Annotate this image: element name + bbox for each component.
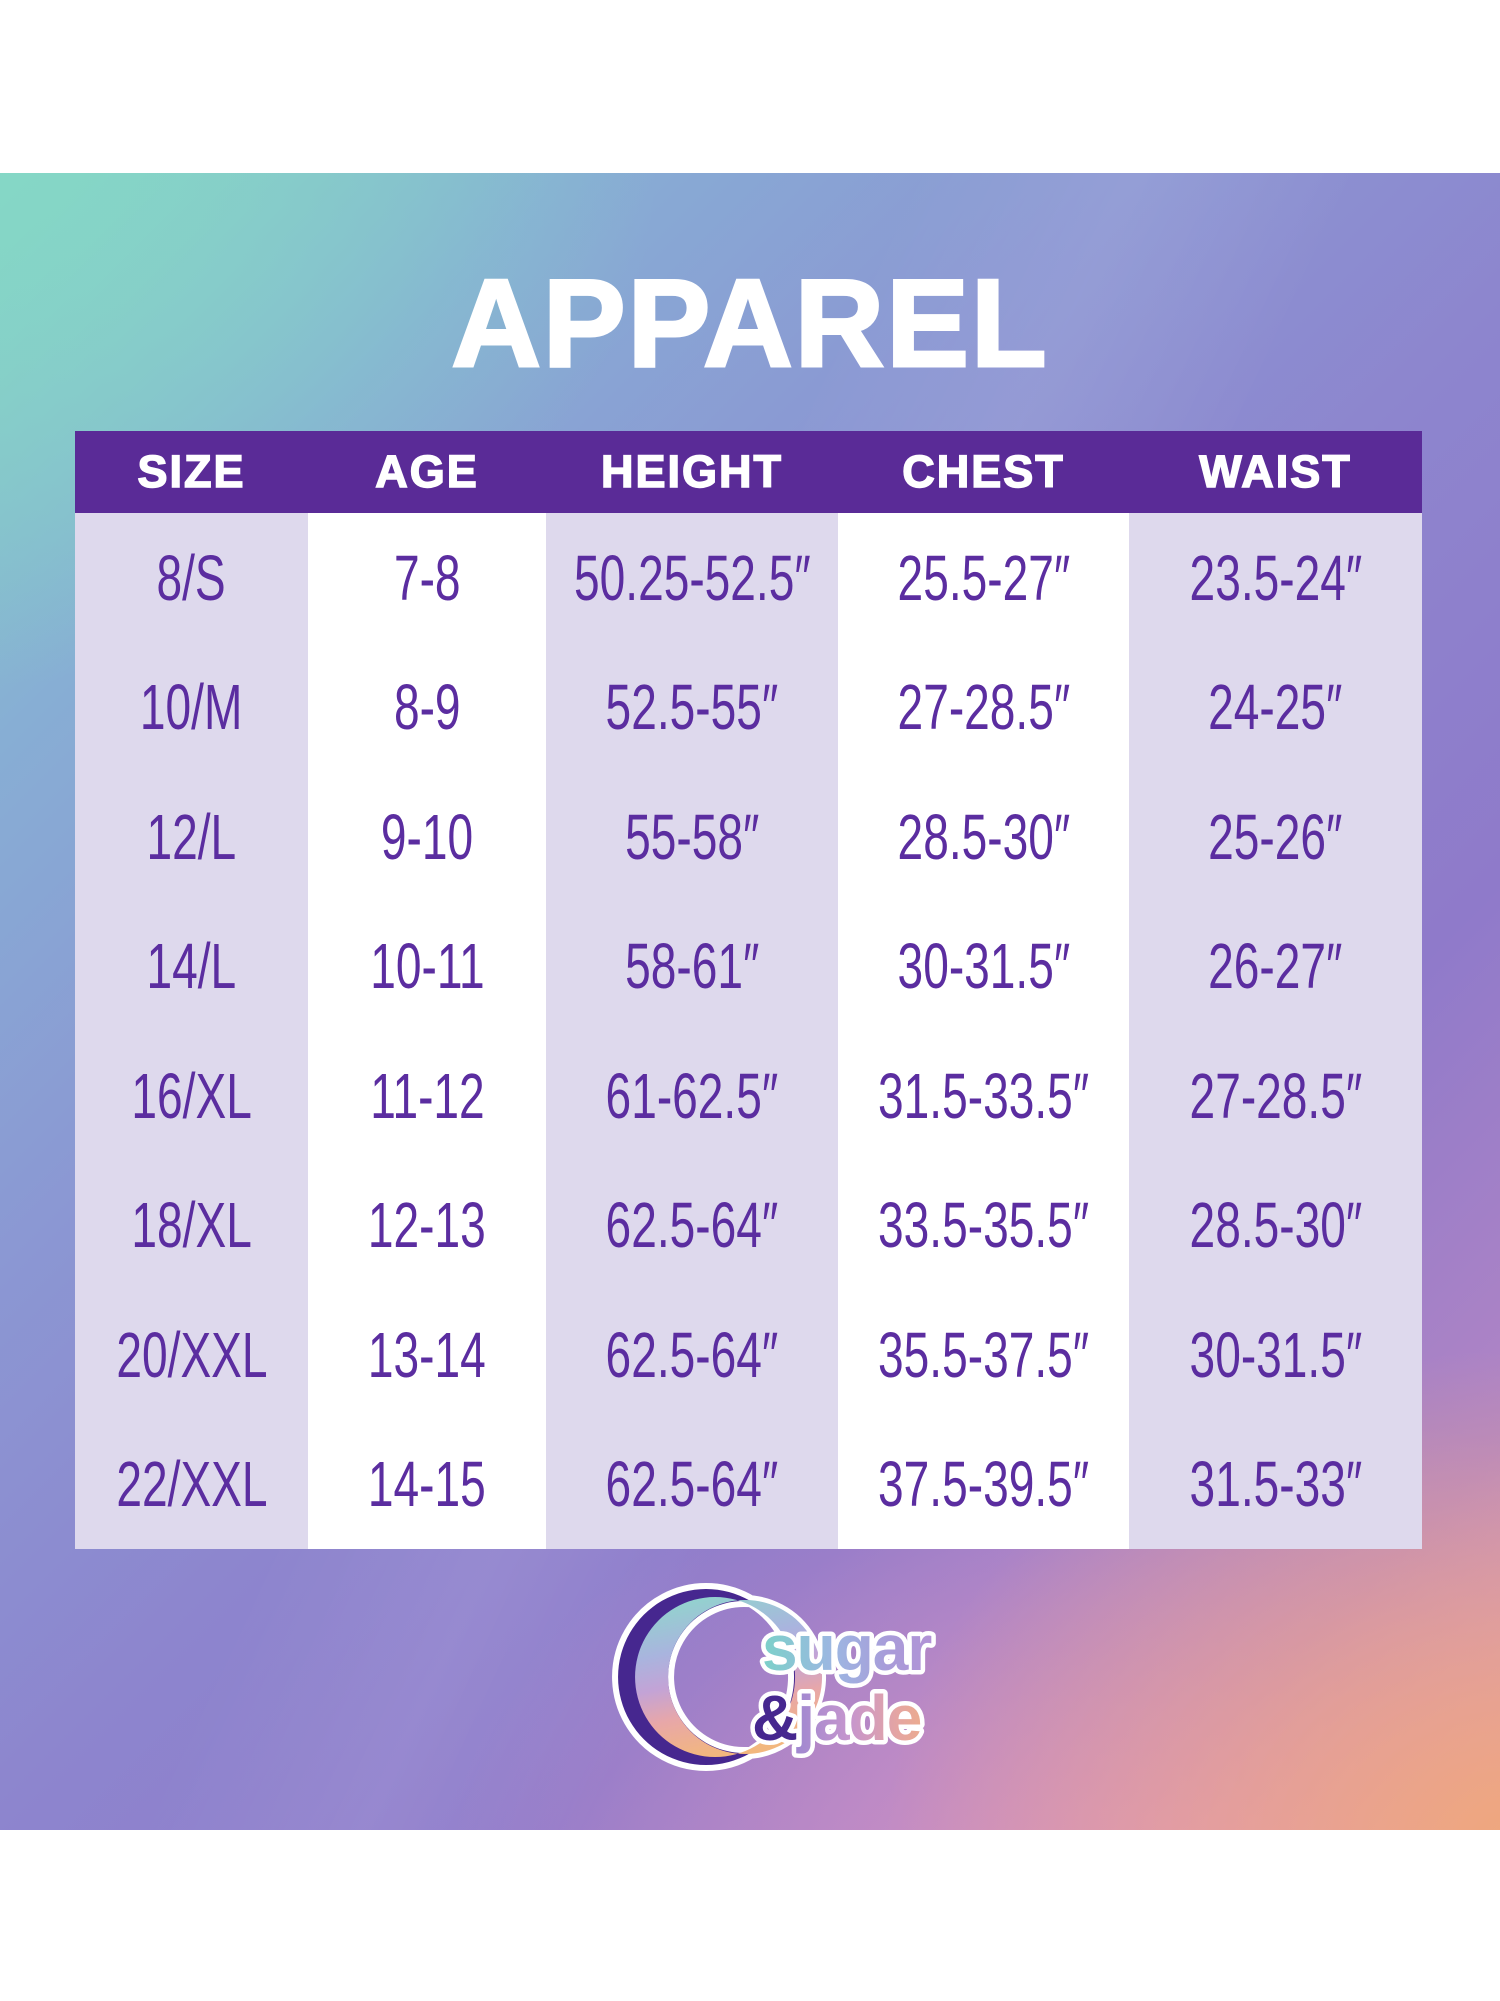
table-cell-value: 10/M: [140, 671, 243, 744]
table-cell-value: 27-28.5″: [897, 671, 1070, 744]
table-cell: 27-28.5″: [838, 642, 1129, 772]
table-cell-value: 28.5-30″: [897, 800, 1070, 873]
table-cell: 14/L: [75, 901, 308, 1031]
brand-logo-graphic: sugar &jade: [612, 1583, 937, 1771]
table-cell-value: 31.5-33.5″: [877, 1059, 1090, 1132]
table-cell: 7-8: [308, 513, 546, 643]
table-cell-value: 62.5-64″: [605, 1189, 779, 1262]
table-cell: 30-31.5″: [838, 901, 1129, 1031]
column-header-chest: CHEST: [901, 445, 1065, 498]
table-cell: 16/XL: [75, 1031, 308, 1161]
table-cell: 12-13: [308, 1160, 546, 1290]
column-header-size: SIZE: [137, 445, 246, 498]
table-cell: 10-11: [308, 901, 546, 1031]
table-cell: 50.25-52.5″: [546, 513, 838, 643]
table-cell: 61-62.5″: [546, 1031, 838, 1161]
table-cell-value: 22/XXL: [115, 1448, 268, 1521]
table-cell-value: 58-61″: [624, 930, 760, 1003]
table-cell: 58-61″: [546, 901, 838, 1031]
crescent-moon-icon: [612, 1583, 826, 1771]
table-cell: 8/S: [75, 513, 308, 643]
table-cell-value: 9-10: [380, 800, 474, 873]
table-cell-value: 30-31.5″: [897, 930, 1070, 1003]
logo-word-jade: jade: [796, 1682, 921, 1754]
table-cell-value: 20/XXL: [115, 1318, 268, 1391]
table-cell: 10/M: [75, 642, 308, 772]
table-cell: 31.5-33.5″: [838, 1031, 1129, 1161]
table-cell-value: 37.5-39.5″: [877, 1448, 1090, 1521]
table-cell: 18/XL: [75, 1160, 308, 1290]
table-cell: 27-28.5″: [1129, 1031, 1422, 1161]
table-cell-value: 14-15: [368, 1448, 486, 1521]
column-header-age: AGE: [374, 445, 479, 498]
table-cell: 12/L: [75, 772, 308, 902]
table-cell-value: 10-11: [369, 930, 485, 1003]
table-cell-value: 7-8: [393, 541, 461, 614]
table-cell-value: 30-31.5″: [1189, 1318, 1362, 1391]
table-cell: 25.5-27″: [838, 513, 1129, 643]
table-cell: 25-26″: [1129, 772, 1422, 902]
table-cell-value: 35.5-37.5″: [877, 1318, 1090, 1391]
table-cell: 28.5-30″: [838, 772, 1129, 902]
table-cell: 8-9: [308, 642, 546, 772]
table-cell-value: 55-58″: [624, 800, 760, 873]
table-header-row: SIZE AGE HEIGHT CHEST WAIST: [75, 431, 1422, 513]
table-cell-value: 62.5-64″: [605, 1448, 779, 1521]
table-cell: 24-25″: [1129, 642, 1422, 772]
table-cell-value: 28.5-30″: [1189, 1189, 1362, 1262]
size-chart-table: SIZE AGE HEIGHT CHEST WAIST 8/S 7-8 50.25-52.5…: [75, 431, 1422, 1549]
table-cell-value: 12/L: [146, 800, 237, 873]
column-header-waist: WAIST: [1199, 445, 1352, 498]
table-cell-value: 23.5-24″: [1189, 541, 1362, 614]
table-cell-value: 8-9: [393, 671, 461, 744]
table-cell-value: 27-28.5″: [1189, 1059, 1362, 1132]
table-cell: 13-14: [308, 1290, 546, 1420]
table-cell: 9-10: [308, 772, 546, 902]
table-cell-value: 8/S: [156, 541, 227, 614]
table-cell: 33.5-35.5″: [838, 1160, 1129, 1290]
column-header-height: HEIGHT: [600, 445, 783, 498]
table-cell: 14-15: [308, 1419, 546, 1549]
table-cell: 22/XXL: [75, 1419, 308, 1549]
table-cell: 62.5-64″: [546, 1290, 838, 1420]
table-cell-value: 16/XL: [131, 1059, 252, 1132]
table-cell: 11-12: [308, 1031, 546, 1161]
table-body: 8/S 7-8 50.25-52.5″ 25.5-27″ 23.5-24″ 10/M 8-9…: [75, 513, 1422, 1549]
table-cell-value: 11-12: [369, 1059, 485, 1132]
table-cell-value: 50.25-52.5″: [573, 541, 811, 614]
table-cell-value: 18/XL: [131, 1189, 252, 1262]
table-cell-value: 33.5-35.5″: [877, 1189, 1090, 1262]
table-cell: 52.5-55″: [546, 642, 838, 772]
table-cell: 23.5-24″: [1129, 513, 1422, 643]
table-cell: 62.5-64″: [546, 1419, 838, 1549]
logo-word-sugar: sugar: [762, 1612, 931, 1684]
table-cell: 30-31.5″: [1129, 1290, 1422, 1420]
table-cell-value: 12-13: [368, 1189, 486, 1262]
page-title: APPAREL: [450, 255, 1049, 393]
logo-word-jade-group: &jade: [752, 1682, 921, 1754]
table-cell-value: 26-27″: [1208, 930, 1343, 1003]
table-cell: 28.5-30″: [1129, 1160, 1422, 1290]
table-cell-value: 62.5-64″: [605, 1318, 779, 1391]
table-cell: 62.5-64″: [546, 1160, 838, 1290]
logo-ampersand: &: [752, 1682, 797, 1754]
table-cell-value: 52.5-55″: [605, 671, 779, 744]
table-cell: 26-27″: [1129, 901, 1422, 1031]
table-cell-value: 31.5-33″: [1189, 1448, 1362, 1521]
table-cell-value: 24-25″: [1208, 671, 1343, 744]
table-cell-value: 14/L: [146, 930, 237, 1003]
table-cell: 20/XXL: [75, 1290, 308, 1420]
brand-logo: sugar &jade: [612, 1583, 948, 1773]
table-cell-value: 61-62.5″: [605, 1059, 779, 1132]
table-cell: 55-58″: [546, 772, 838, 902]
table-cell-value: 25-26″: [1208, 800, 1343, 873]
table-cell: 31.5-33″: [1129, 1419, 1422, 1549]
table-cell-value: 25.5-27″: [897, 541, 1070, 614]
table-cell: 37.5-39.5″: [838, 1419, 1129, 1549]
table-cell-value: 13-14: [368, 1318, 486, 1391]
table-cell: 35.5-37.5″: [838, 1290, 1129, 1420]
